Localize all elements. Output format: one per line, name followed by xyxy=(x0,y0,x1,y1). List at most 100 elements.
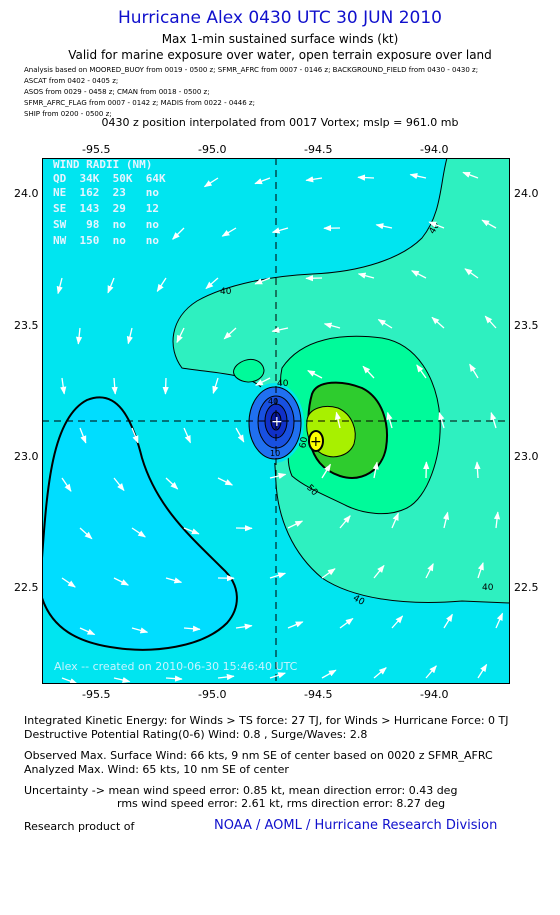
wind-vector-arrow xyxy=(254,277,271,285)
wind-vector-arrow xyxy=(323,322,341,329)
y-tick-label: 23.5 xyxy=(514,319,539,332)
wind-vector-arrow xyxy=(61,477,72,492)
wind-vector-arrow xyxy=(79,627,96,636)
y-tick-label: 22.5 xyxy=(514,581,539,594)
x-tick-label: -94.0 xyxy=(420,143,449,156)
contour-label: 40 xyxy=(482,583,494,593)
wind-vector-arrow xyxy=(377,318,393,329)
wind-vector-arrow xyxy=(372,461,379,479)
wind-vector-arrow xyxy=(271,227,289,234)
wind-vector-arrow xyxy=(443,511,450,529)
source-line: ASOS from 0029 - 0458 z; CMAN from 0018 … xyxy=(24,88,210,96)
subtitle-winds: Max 1-min sustained surface winds (kt) xyxy=(161,32,399,46)
analyzed-max-line: Analyzed Max. Wind: 65 kts, 10 nm SE of … xyxy=(24,763,289,776)
wind-radii-title: WIND RADII (NM) xyxy=(53,158,153,171)
y-tick-label: 22.5 xyxy=(14,581,39,594)
contour-label: 10 xyxy=(270,449,280,458)
x-tick-label: -94.5 xyxy=(304,143,333,156)
y-tick-label: 23.0 xyxy=(514,450,539,463)
wind-vector-arrow xyxy=(107,277,115,294)
subtitle-exposure: Valid for marine exposure over water, op… xyxy=(68,48,492,62)
wind-vector-arrow xyxy=(428,221,445,229)
wind-vector-arrow xyxy=(391,512,399,529)
wind-vector-arrow xyxy=(61,677,78,684)
wind-radii-row: NE 162 23 no xyxy=(53,186,159,199)
y-tick-label: 24.0 xyxy=(514,187,539,200)
wind-vector-arrow xyxy=(111,377,118,395)
uncertainty-line: Uncertainty -> mean wind speed error: 0.… xyxy=(24,784,458,797)
wind-vector-arrow xyxy=(235,427,245,443)
wind-vector-arrow xyxy=(425,665,437,679)
x-tick-label: -95.5 xyxy=(82,143,111,156)
wind-vector-arrow xyxy=(113,676,131,684)
wind-vector-arrow xyxy=(165,577,183,584)
wind-vector-arrow xyxy=(443,613,453,629)
wind-vector-arrow xyxy=(375,223,393,230)
x-tick-label: -94.5 xyxy=(304,688,333,701)
wind-vector-arrow xyxy=(183,527,200,535)
wind-vector-arrow xyxy=(223,327,237,340)
wind-vector-arrow xyxy=(339,515,351,529)
max-wind-marker: + xyxy=(310,434,322,450)
x-tick-label: -94.0 xyxy=(420,688,449,701)
wind-vector-arrow xyxy=(131,427,139,444)
wind-vector-arrow xyxy=(269,572,287,579)
wind-vector-arrow xyxy=(271,326,289,333)
wind-vector-arrow xyxy=(255,377,271,386)
wind-vector-arrow xyxy=(235,623,253,630)
wind-radii-columns: QD 34K 50K 64K xyxy=(53,172,166,185)
source-line: ASCAT from 0402 - 0405 z; xyxy=(24,77,119,85)
x-tick-label: -95.0 xyxy=(198,143,227,156)
wind-vector-arrow xyxy=(203,177,219,188)
uncertainty-rms-line: rms wind speed error: 2.61 kt, rms direc… xyxy=(117,797,446,810)
y-tick-label: 23.5 xyxy=(14,319,39,332)
wind-vector-arrow xyxy=(373,667,387,679)
wind-vector-arrow xyxy=(176,327,185,344)
ike-line: Integrated Kinetic Energy: for Winds > T… xyxy=(24,714,509,727)
wind-vector-arrow xyxy=(56,277,63,295)
wind-vector-arrow xyxy=(386,411,393,429)
wind-vector-arrow xyxy=(221,227,237,237)
wind-vector-arrow xyxy=(162,377,169,395)
wind-vector-arrow xyxy=(183,625,201,632)
wind-vector-arrow xyxy=(477,562,484,579)
wind-vector-arrow xyxy=(212,377,219,395)
x-tick-label: -95.0 xyxy=(198,688,227,701)
wind-vector-arrow xyxy=(462,171,479,179)
wind-vector-arrow xyxy=(269,672,286,679)
dpr-line: Destructive Potential Rating(0-6) Wind: … xyxy=(24,728,368,741)
wind-vector-arrow xyxy=(307,370,323,379)
wind-vector-arrow xyxy=(126,327,133,345)
wind-vector-arrow xyxy=(416,364,427,379)
wind-vector-arrow xyxy=(61,577,76,588)
wind-vector-arrow xyxy=(79,427,87,444)
source-line: SHIP from 0200 - 0500 z; xyxy=(24,110,112,118)
wind-vector-arrow xyxy=(113,577,130,586)
wind-radii-row: SW 98 no no xyxy=(53,218,159,231)
wind-vector-arrow xyxy=(269,472,287,479)
storm-center-marker: + xyxy=(271,414,283,430)
wind-vector-arrow xyxy=(131,627,149,634)
contour-label: 60 xyxy=(298,436,310,449)
wind-vector-arrow xyxy=(205,277,219,290)
wind-vector-arrow xyxy=(172,227,185,240)
y-tick-label: 23.0 xyxy=(14,450,39,463)
wind-vector-arrow xyxy=(75,327,83,345)
wind-vector-arrow xyxy=(156,277,167,293)
wind-vector-arrow xyxy=(493,511,501,529)
wind-vector-arrow xyxy=(474,461,481,479)
wind-contour-fill xyxy=(42,396,238,651)
wind-field-map: + + 40 40 40 40 40 50 60 40 10 xyxy=(42,158,510,684)
contour-label: 40 xyxy=(220,287,232,297)
organization-link[interactable]: NOAA / AOML / Hurricane Research Divisio… xyxy=(214,818,498,833)
wind-vector-arrow xyxy=(183,427,192,444)
wind-vector-arrow xyxy=(490,411,497,429)
position-note: 0430 z position interpolated from 0017 V… xyxy=(101,116,459,129)
wind-vector-arrow xyxy=(165,675,183,682)
wind-vector-arrow xyxy=(217,673,235,681)
wind-vector-arrow xyxy=(321,463,331,479)
research-label: Research product of xyxy=(24,820,135,833)
wind-vector-arrow xyxy=(113,477,125,492)
wind-vector-arrow xyxy=(357,272,375,279)
wind-radii-row: NW 150 no no xyxy=(53,234,159,247)
